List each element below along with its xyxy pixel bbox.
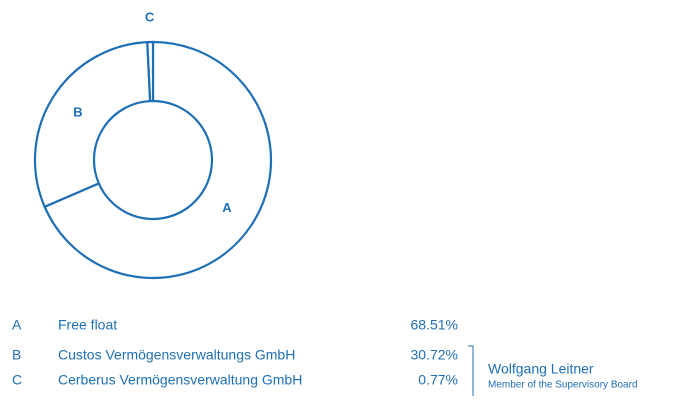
bracket bbox=[468, 345, 474, 396]
slice bbox=[146, 40, 155, 103]
slice bbox=[43, 40, 273, 280]
slice bbox=[33, 40, 152, 209]
legend-letter: A bbox=[12, 317, 22, 333]
annotation-subtitle: Member of the Supervisory Board bbox=[488, 380, 638, 391]
legend-name: Custos Vermögensverwaltungs GmbH bbox=[58, 347, 295, 363]
legend-letter: B bbox=[12, 347, 21, 363]
slice-label: C bbox=[145, 9, 155, 24]
slice-label: A bbox=[222, 200, 232, 215]
legend-value: 68.51% bbox=[411, 317, 458, 333]
legend-value: 0.77% bbox=[418, 372, 458, 388]
slice-label: B bbox=[73, 105, 82, 120]
legend-name: Free float bbox=[58, 317, 117, 333]
annotation-title: Wolfgang Leitner bbox=[488, 361, 594, 377]
legend-letter: C bbox=[12, 372, 22, 388]
legend-name: Cerberus Vermögensverwaltung GmbH bbox=[58, 372, 302, 388]
legend-value: 30.72% bbox=[411, 347, 458, 363]
